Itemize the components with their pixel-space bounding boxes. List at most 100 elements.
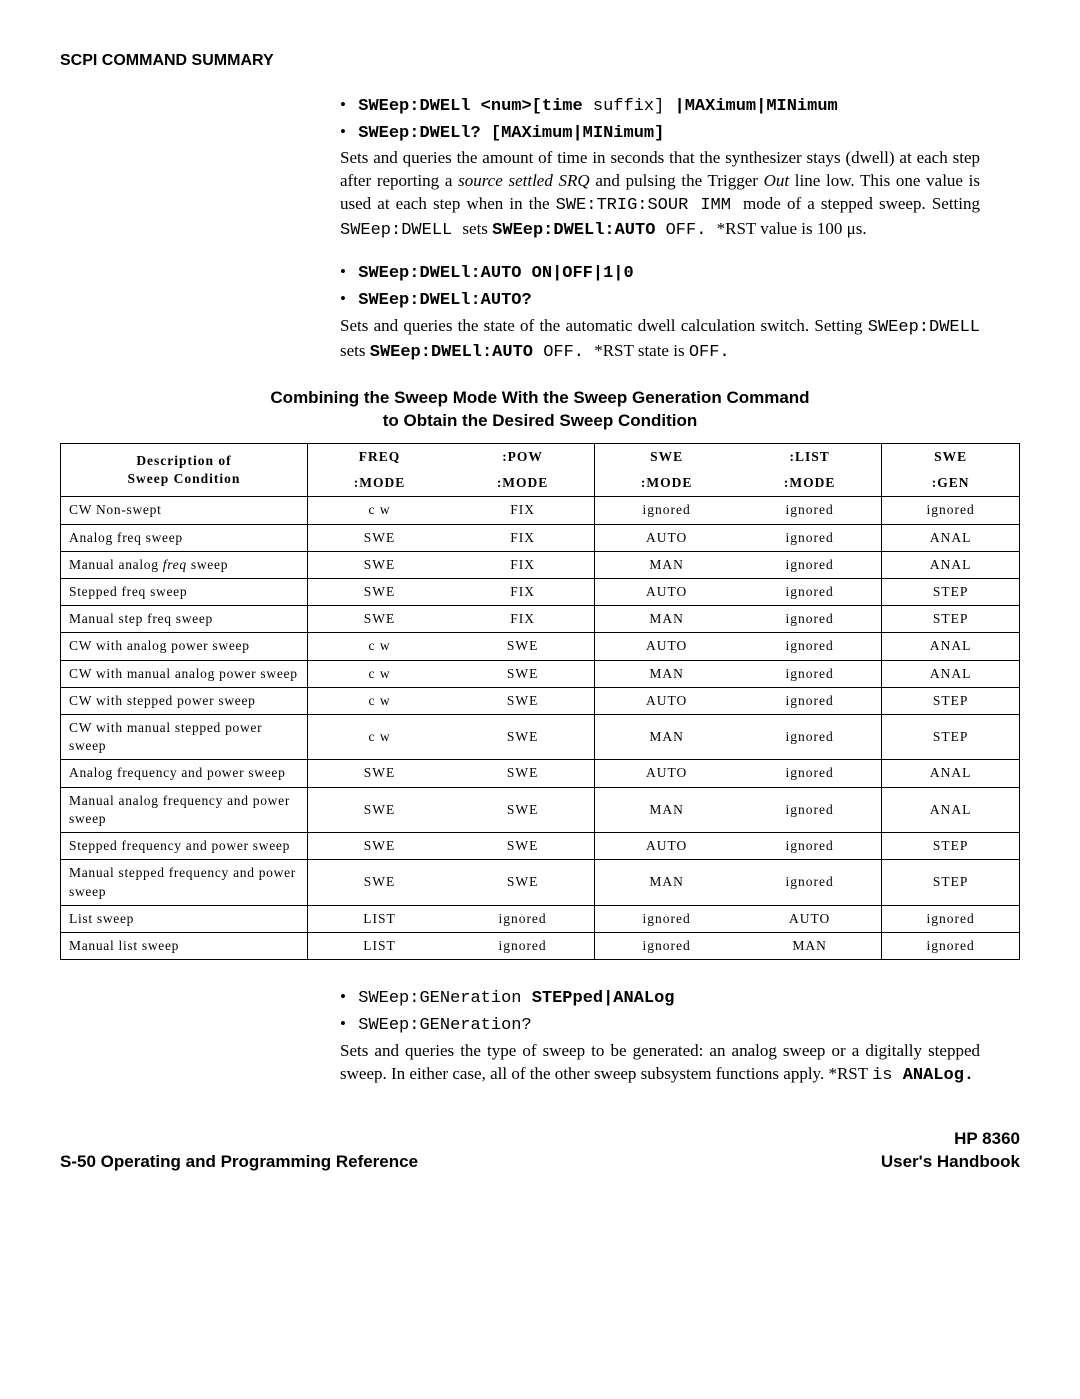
table-cell: ignored — [738, 833, 882, 860]
table-cell: Manual step freq sweep — [61, 606, 308, 633]
table-cell: FIX — [451, 578, 595, 605]
cmd-bullet: • SWEep:GENeration? — [340, 1013, 980, 1038]
table-row: CW with stepped power sweepc wSWEAUTOign… — [61, 687, 1020, 714]
paragraph: Sets and queries the type of sweep to be… — [340, 1040, 980, 1088]
table-cell: ignored — [738, 860, 882, 905]
table-cell: SWE — [308, 760, 452, 787]
table-cell: MAN — [595, 606, 739, 633]
table-cell: SWE — [308, 551, 452, 578]
table-row: Stepped freq sweepSWEFIXAUTOignoredSTEP — [61, 578, 1020, 605]
table-row: Manual step freq sweepSWEFIXMANignoredST… — [61, 606, 1020, 633]
table-cell: SWE — [451, 833, 595, 860]
table-cell: AUTO — [595, 833, 739, 860]
table-row: CW with manual stepped power sweepc wSWE… — [61, 715, 1020, 760]
table-row: List sweepLISTignoredignoredAUTOignored — [61, 905, 1020, 932]
table-cell: ignored — [738, 524, 882, 551]
table-cell: ANAL — [882, 551, 1020, 578]
table-cell: FIX — [451, 606, 595, 633]
table-cell: AUTO — [595, 687, 739, 714]
table-cell: LIST — [308, 933, 452, 960]
table-header: FREQ — [308, 443, 452, 470]
table-cell: ignored — [738, 497, 882, 524]
table-cell: STEP — [882, 715, 1020, 760]
table-cell: SWE — [308, 860, 452, 905]
table-cell: SWE — [451, 633, 595, 660]
sweep-mode-table: Description of Sweep Condition FREQ :POW… — [60, 443, 1020, 960]
cmd-bullet: • SWEep:GENeration STEPped|ANALog — [340, 986, 980, 1011]
table-cell: CW Non-swept — [61, 497, 308, 524]
table-cell: ignored — [738, 687, 882, 714]
table-cell: Manual stepped frequency and power sweep — [61, 860, 308, 905]
table-cell: SWE — [451, 760, 595, 787]
table-row: CW Non-sweptc wFIXignoredignoredignored — [61, 497, 1020, 524]
table-cell: SWE — [451, 787, 595, 832]
table-cell: c w — [308, 633, 452, 660]
table-cell: ignored — [595, 905, 739, 932]
table-cell: SWE — [308, 787, 452, 832]
table-cell: ignored — [882, 497, 1020, 524]
table-cell: c w — [308, 660, 452, 687]
cmd-text: SWEep:DWELl? [MAXimum|MINimum] — [358, 124, 664, 143]
table-cell: SWE — [451, 715, 595, 760]
table-cell: ANAL — [882, 660, 1020, 687]
table-cell: LIST — [308, 905, 452, 932]
table-row: Manual analog frequency and power sweepS… — [61, 787, 1020, 832]
table-cell: c w — [308, 687, 452, 714]
table-cell: MAN — [595, 551, 739, 578]
table-cell: FIX — [451, 551, 595, 578]
cmd-text: SWEep:GENeration — [358, 989, 531, 1008]
table-header: :MODE — [595, 470, 739, 497]
table-cell: SWE — [451, 660, 595, 687]
table-cell: ignored — [595, 497, 739, 524]
cmd-text: SWEep:GENeration? — [358, 1016, 531, 1035]
table-row: Stepped frequency and power sweepSWESWEA… — [61, 833, 1020, 860]
table-header: :LIST — [738, 443, 882, 470]
table-cell: AUTO — [595, 578, 739, 605]
paragraph: Sets and queries the state of the automa… — [340, 315, 980, 365]
page-footer: S-50 Operating and Programming Reference… — [60, 1128, 1020, 1174]
table-cell: ignored — [451, 905, 595, 932]
table-header: Description of Sweep Condition — [61, 443, 308, 496]
table-header: :MODE — [308, 470, 452, 497]
table-cell: SWE — [451, 860, 595, 905]
table-header: SWE — [882, 443, 1020, 470]
table-cell: ignored — [882, 905, 1020, 932]
table-cell: AUTO — [738, 905, 882, 932]
table-cell: ignored — [595, 933, 739, 960]
table-cell: ignored — [738, 660, 882, 687]
table-cell: ignored — [882, 933, 1020, 960]
table-cell: SWE — [308, 524, 452, 551]
table-cell: MAN — [595, 860, 739, 905]
cmd-bullet: • SWEep:DWELl:AUTO ON|OFF|1|0 — [340, 261, 980, 286]
table-cell: ignored — [738, 551, 882, 578]
cmd-bullet: • SWEep:DWELl <num>[time suffix] |MAXimu… — [340, 94, 980, 119]
table-cell: CW with stepped power sweep — [61, 687, 308, 714]
table-cell: ignored — [738, 715, 882, 760]
table-cell: MAN — [595, 787, 739, 832]
table-cell: SWE — [308, 833, 452, 860]
table-cell: MAN — [595, 715, 739, 760]
cmd-bullet: • SWEep:DWELl:AUTO? — [340, 288, 980, 313]
table-cell: ANAL — [882, 760, 1020, 787]
table-cell: CW with manual analog power sweep — [61, 660, 308, 687]
table-cell: Manual list sweep — [61, 933, 308, 960]
table-cell: ANAL — [882, 633, 1020, 660]
table-row: Manual stepped frequency and power sweep… — [61, 860, 1020, 905]
table-cell: AUTO — [595, 760, 739, 787]
table-cell: ANAL — [882, 787, 1020, 832]
table-cell: FIX — [451, 524, 595, 551]
table-cell: ignored — [738, 760, 882, 787]
table-cell: c w — [308, 715, 452, 760]
table-cell: ANAL — [882, 524, 1020, 551]
table-cell: Manual analog freq sweep — [61, 551, 308, 578]
table-row: Analog freq sweepSWEFIXAUTOignoredANAL — [61, 524, 1020, 551]
table-row: Analog frequency and power sweepSWESWEAU… — [61, 760, 1020, 787]
table-cell: c w — [308, 497, 452, 524]
table-cell: FIX — [451, 497, 595, 524]
table-cell: ignored — [738, 787, 882, 832]
table-row: CW with analog power sweepc wSWEAUTOigno… — [61, 633, 1020, 660]
table-header: :GEN — [882, 470, 1020, 497]
table-header: :POW — [451, 443, 595, 470]
table-row: Manual list sweepLISTignoredignoredMANig… — [61, 933, 1020, 960]
table-cell: Manual analog frequency and power sweep — [61, 787, 308, 832]
